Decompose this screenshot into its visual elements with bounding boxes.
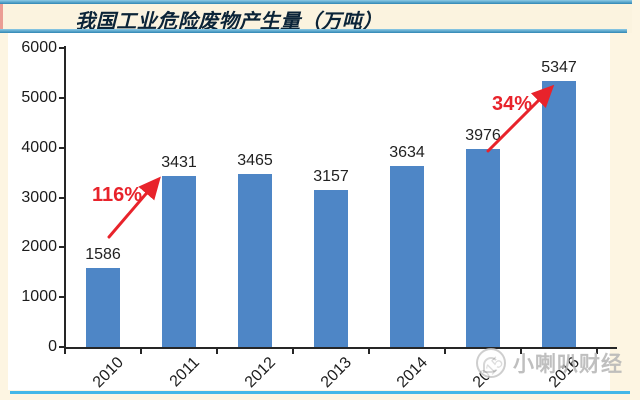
watermark: 小喇叭财经 <box>476 348 623 378</box>
bar-2011 <box>162 176 196 347</box>
bar-2010 <box>86 267 120 347</box>
y-tick-mark <box>59 296 64 299</box>
bar-2013 <box>314 189 348 347</box>
x-tick-mark <box>64 349 66 354</box>
red-accent-strip <box>0 4 3 29</box>
y-tick-mark <box>59 346 64 348</box>
y-tick-mark <box>59 196 64 199</box>
y-tick-label: 1000 <box>21 288 57 306</box>
title-band-top-line <box>0 0 632 4</box>
bar-value-label: 3634 <box>389 143 425 161</box>
bar-2014 <box>390 165 424 347</box>
bar-2016 <box>542 80 576 347</box>
bar-2015 <box>466 148 500 347</box>
growth-percent-label: 34% <box>492 93 533 115</box>
y-tick-label: 2000 <box>21 238 57 256</box>
bottom-divider-line <box>10 391 630 394</box>
x-tick-mark <box>444 349 446 354</box>
y-tick-mark <box>59 146 64 149</box>
bar-value-label: 5347 <box>541 58 577 76</box>
y-tick-mark <box>59 47 64 49</box>
y-tick-label: 6000 <box>21 39 57 56</box>
y-tick-label: 0 <box>48 338 57 355</box>
title-band-bottom-line <box>0 29 627 33</box>
bar-value-label: 1586 <box>85 245 121 263</box>
title-band: 我国工业危险废物产生量（万吨） <box>0 0 632 33</box>
x-tick-mark <box>140 349 142 354</box>
x-tick-mark <box>216 349 218 354</box>
bar-value-label: 3431 <box>161 154 197 172</box>
y-tick-label: 4000 <box>21 138 57 156</box>
bar-value-label: 3976 <box>465 126 501 144</box>
x-tick-mark <box>596 349 598 354</box>
trumpet-logo-icon <box>476 348 506 378</box>
y-tick-mark <box>59 246 64 249</box>
y-tick-label: 3000 <box>21 188 57 206</box>
x-tick-mark <box>368 349 370 354</box>
growth-percent-label: 116% <box>92 184 143 206</box>
y-axis-line <box>64 46 66 349</box>
bar-2012 <box>238 174 272 347</box>
bar-value-label: 3465 <box>237 152 273 170</box>
watermark-text: 小喇叭财经 <box>513 353 623 376</box>
y-tick-mark <box>59 96 64 99</box>
bar-value-label: 3157 <box>313 167 349 185</box>
y-tick-label: 5000 <box>21 88 57 106</box>
x-tick-mark <box>520 349 522 354</box>
x-axis-line <box>64 347 617 349</box>
x-tick-mark <box>292 349 294 354</box>
